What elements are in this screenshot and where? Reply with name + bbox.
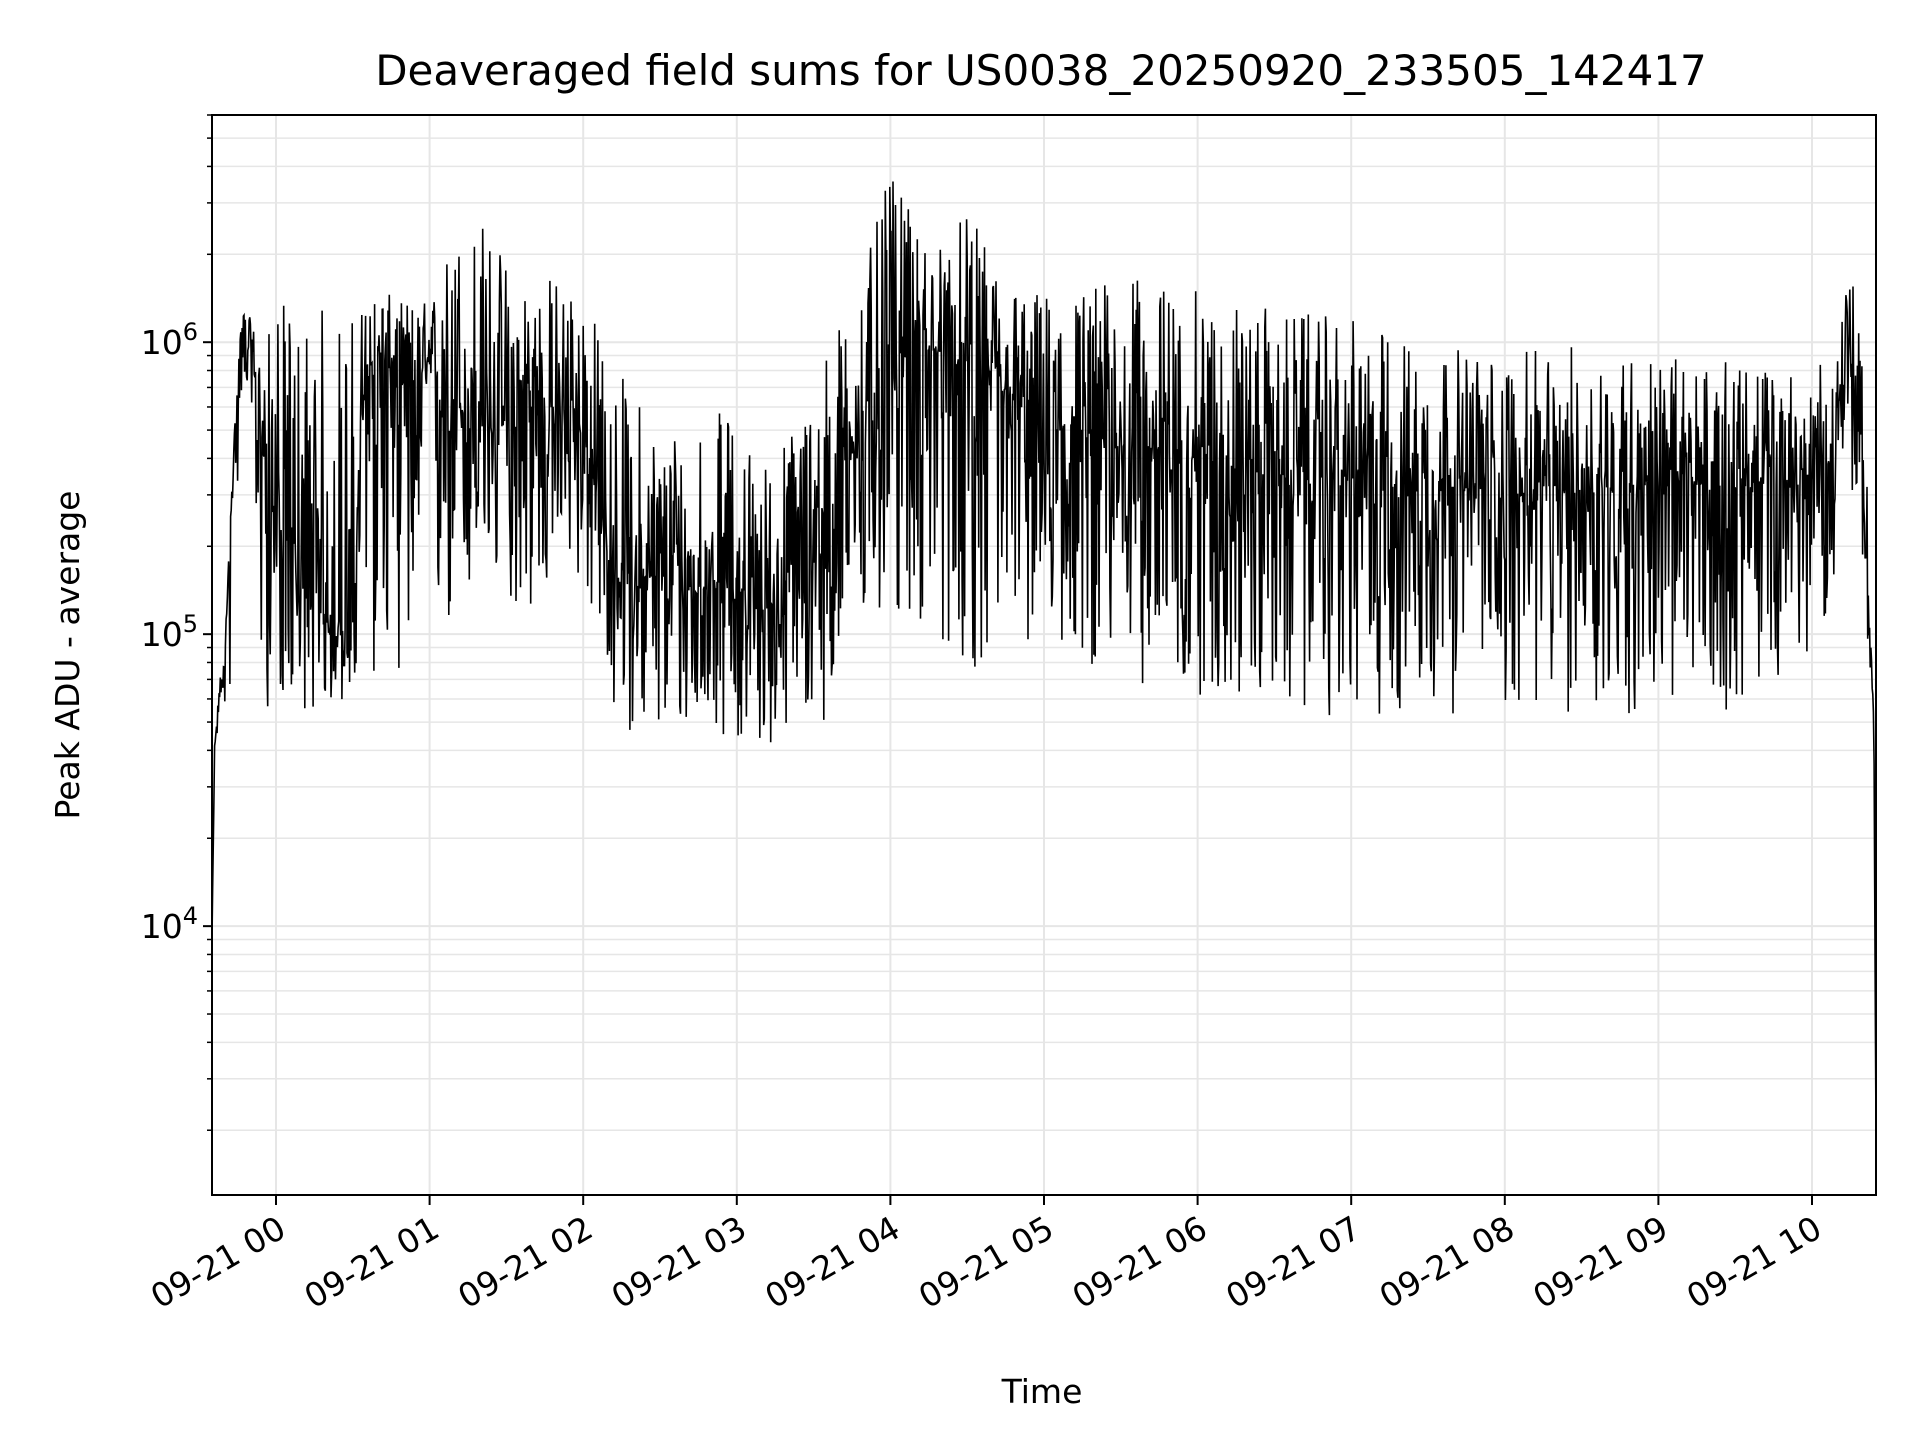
y-tick-label: 104 (141, 902, 198, 946)
x-axis-label: Time (1001, 1372, 1083, 1411)
y-tick-base: 10 (141, 615, 183, 654)
y-tick-exponent: 6 (183, 318, 198, 346)
y-tick-exponent: 5 (183, 610, 198, 638)
y-tick-base: 10 (141, 323, 183, 362)
gridlines-x (275, 115, 1813, 1195)
y-tick-base: 10 (141, 907, 183, 946)
series-line (212, 181, 1876, 1131)
y-axis-label: Peak ADU - average (48, 491, 87, 820)
y-tick-exponent: 4 (183, 902, 198, 930)
y-tick-label: 105 (141, 610, 198, 654)
chart-title: Deaveraged field sums for US0038_2025092… (375, 46, 1707, 95)
y-tick-label: 106 (141, 318, 198, 362)
